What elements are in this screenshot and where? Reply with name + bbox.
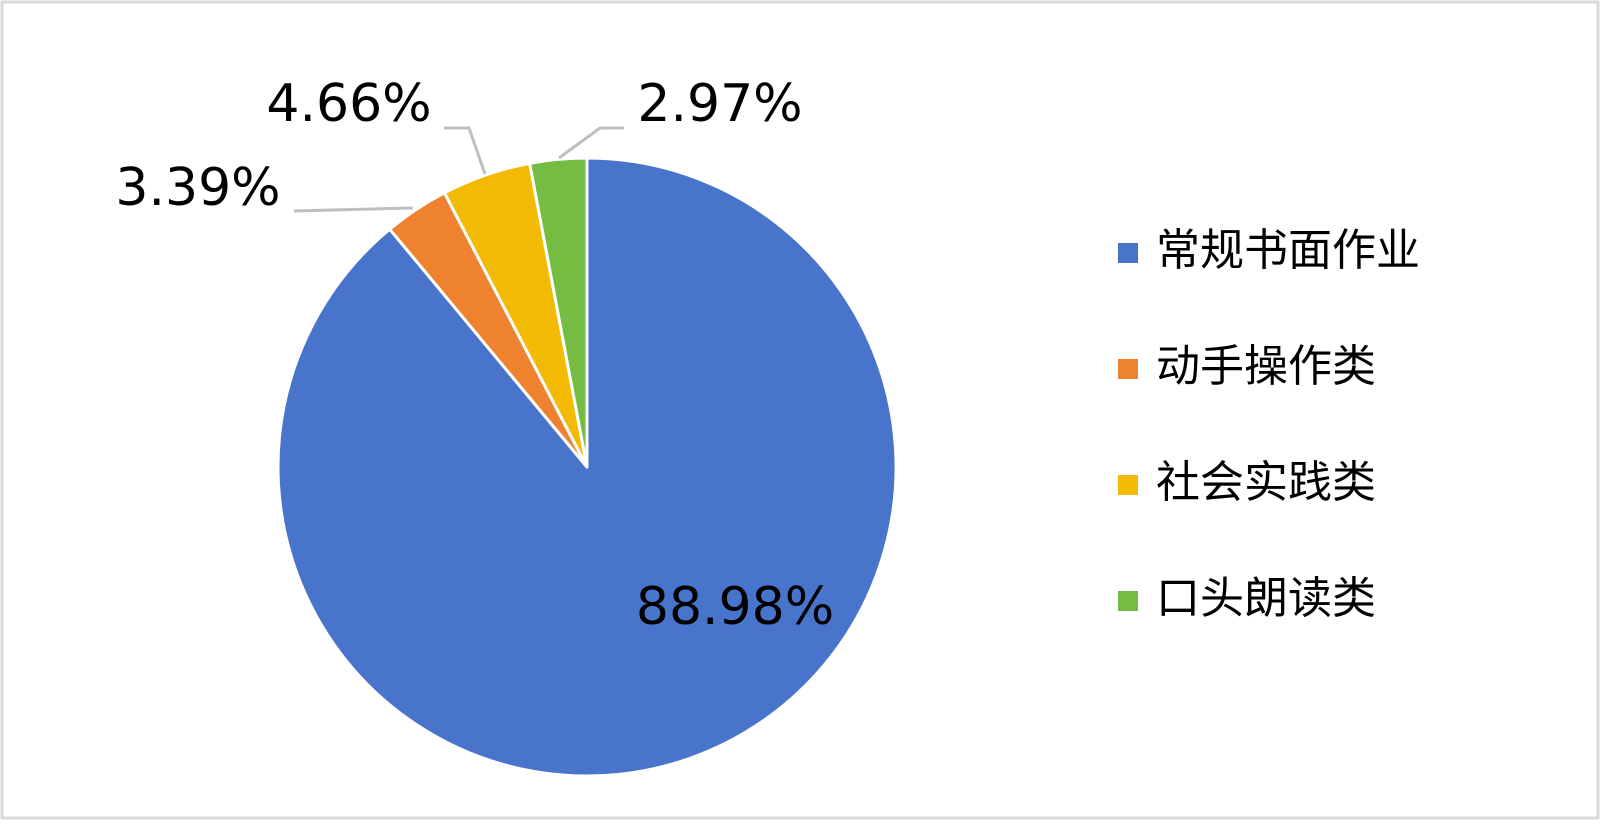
legend-swatch (1118, 359, 1138, 379)
leader-line (293, 206, 414, 213)
leader-line (444, 126, 487, 175)
pie-slice (528, 156, 589, 469)
legend-swatch (1118, 243, 1138, 263)
leader-line (558, 126, 624, 160)
legend-label: 动手操作类 (1156, 341, 1376, 392)
legend-label: 口头朗读类 (1156, 573, 1376, 624)
data-label: 88.98% (636, 577, 834, 637)
legend-label: 社会实践类 (1156, 457, 1376, 508)
legend-swatch (1118, 475, 1138, 495)
data-label: 4.66% (266, 74, 431, 134)
data-label: 2.97% (637, 74, 802, 134)
legend-swatch (1118, 591, 1138, 611)
data-label: 3.39% (115, 158, 280, 218)
legend-label: 常规书面作业 (1156, 225, 1420, 276)
